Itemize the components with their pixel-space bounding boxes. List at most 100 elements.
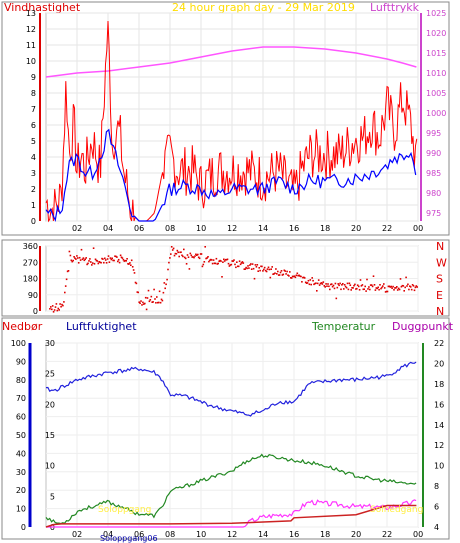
direction-point [110,258,113,261]
direction-point [74,257,76,260]
temperature-tick-label: 6 [434,503,439,512]
wind-speed-tick-label: 8 [31,89,36,98]
direction-point [104,257,106,260]
direction-point [382,285,384,287]
direction-point [302,276,304,279]
pressure-tick-label: 1025 [426,9,446,18]
precip-tick-label: 0 [21,523,26,532]
precip-tick-label: 40 [16,449,26,458]
direction-point [200,253,203,255]
direction-point [83,259,86,262]
direction-point [165,283,167,286]
dewpoint-title: Duggpunkt [392,320,454,333]
direction-point [312,279,314,282]
direction-point [171,249,174,251]
pressure-tick-label: 1020 [426,29,446,38]
direction-point [177,251,179,254]
direction-point [100,261,102,264]
direction-point [266,268,269,270]
direction-point [53,309,56,311]
direction-point [416,286,418,288]
wind-x-tick-label: 20 [351,224,361,233]
direction-point [404,286,406,289]
pressure-tick-label: 990 [426,149,441,158]
direction-point [224,258,227,261]
wind-x-tick-label: 08 [165,224,175,233]
direction-point [67,270,70,272]
direction-point [82,257,85,259]
direction-point [75,258,77,260]
sunrise-label: Soloppgang [98,505,151,515]
precip-tick-label: 20 [16,486,26,495]
direction-point [340,288,342,291]
pressure-tick-label: 985 [426,169,441,178]
direction-point [210,259,213,261]
direction-point [303,276,305,279]
pressure-tick-label: 1000 [426,109,446,118]
direction-point [154,298,156,300]
humidity-x-tick-label: 02 [72,530,82,539]
direction-point [378,288,380,291]
direction-point [316,282,319,285]
temperature-title: Temperatur [311,320,376,333]
direction-point [377,286,379,289]
direction-point [49,308,51,310]
temperature-tick-label: 12 [434,441,444,450]
direction-point [223,258,225,261]
humidity-line [45,361,417,417]
direction-point [334,282,337,285]
direction-point [246,267,248,270]
direction-point [361,284,364,286]
direction-point [343,288,345,290]
direction-point [102,258,104,260]
direction-point [320,282,323,284]
direction-point [299,275,301,277]
direction-point [232,260,234,262]
temperature-tick-label: 14 [434,421,444,430]
direction-point [88,260,90,262]
direction-point [95,259,98,262]
direction-point [376,287,379,290]
direction-point [328,285,330,288]
direction-point [129,262,131,264]
rain-line [45,504,417,528]
direction-point [183,248,185,251]
direction-point [89,258,91,260]
wind-speed-tick-label: 3 [31,169,36,178]
direction-point [187,256,190,258]
direction-point [339,282,341,285]
direction-point [294,276,297,279]
precip-tick-label: 70 [16,394,26,403]
direction-tick-label: 180 [23,275,38,284]
direction-point [199,253,202,255]
direction-point [180,251,182,253]
direction-point [219,259,221,262]
direction-point [398,288,401,291]
pressure-line [45,46,417,78]
direction-point [60,305,62,308]
direction-point [229,264,232,266]
direction-point [317,279,320,281]
direction-point [152,301,154,303]
direction-point [68,250,71,253]
direction-point [381,286,383,289]
temperature-tick-label: 22 [434,339,444,348]
direction-point [191,256,193,258]
direction-point [62,304,64,307]
direction-point [346,282,349,285]
direction-point [323,285,326,287]
direction-point [85,257,87,259]
direction-point [205,257,207,260]
direction-point [352,287,354,289]
precipitation-title: Nedbør [2,320,43,333]
direction-point [319,282,322,285]
direction-point [318,284,321,286]
direction-point [114,255,116,257]
humidity-x-tick-label: 20 [351,530,361,539]
direction-point [364,285,366,288]
precip-tick-label: 100 [11,339,26,348]
direction-point [97,262,100,265]
direction-point [124,259,126,262]
direction-point [335,297,338,300]
compass-label: W [436,256,447,269]
